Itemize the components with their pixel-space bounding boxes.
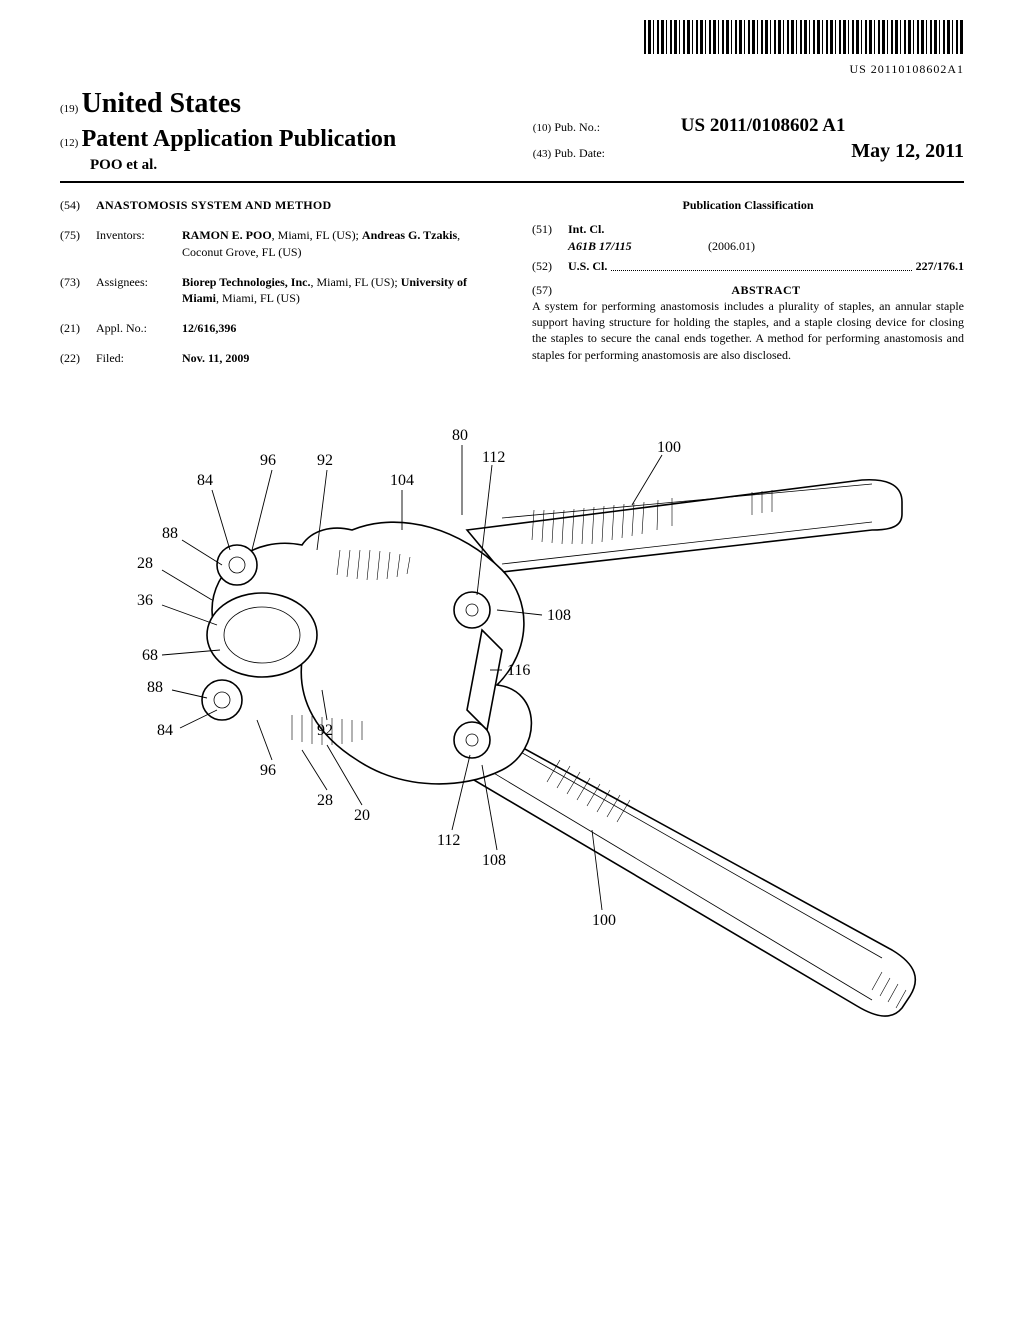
label-appl-no: Appl. No.:	[96, 320, 182, 336]
label-80: 80	[452, 427, 468, 444]
country-name: United States	[82, 88, 241, 119]
inventors-value: RAMON E. POO, Miami, FL (US); Andreas G.…	[182, 227, 492, 259]
label-92a: 92	[317, 452, 333, 469]
pub-no-row: (10) Pub. No.: US 2011/0108602 A1	[533, 113, 964, 139]
classification-heading: Publication Classification	[532, 197, 964, 213]
barcode-block: US 20110108602A1	[60, 20, 964, 77]
us-cl-value: 227/176.1	[916, 258, 964, 274]
int-cl-value-row: A61B 17/115 (2006.01)	[532, 238, 964, 254]
label-100a: 100	[657, 439, 681, 456]
right-column: Publication Classification (51) Int. Cl.…	[512, 197, 964, 380]
invention-title: ANASTOMOSIS SYSTEM AND METHOD	[96, 197, 492, 213]
appl-no-value: 12/616,396	[182, 320, 492, 336]
field-filed: (22) Filed: Nov. 11, 2009	[60, 350, 492, 366]
filed-value: Nov. 11, 2009	[182, 350, 492, 366]
publication-header: (19) United States (12) Patent Applicati…	[60, 85, 964, 183]
abstract-body: A system for performing anastomosis incl…	[532, 298, 964, 363]
label-inventors: Inventors:	[96, 227, 182, 259]
label-assignees: Assignees:	[96, 274, 182, 306]
abstract-head-row: (57) ABSTRACT	[532, 282, 964, 298]
field-int-cl: (51) Int. Cl.	[532, 221, 964, 237]
label-28a: 28	[137, 555, 153, 572]
label-88b: 88	[147, 679, 163, 696]
barcode-number: US 20110108602A1	[60, 61, 964, 77]
label-68: 68	[142, 647, 158, 664]
bibliographic-columns: (54) ANASTOMOSIS SYSTEM AND METHOD (75) …	[60, 197, 964, 380]
field-title: (54) ANASTOMOSIS SYSTEM AND METHOD	[60, 197, 492, 213]
int-cl-class: A61B 17/115	[568, 238, 708, 254]
label-28b: 28	[317, 792, 333, 809]
field-appl-no: (21) Appl. No.: 12/616,396	[60, 320, 492, 336]
field-inventors: (75) Inventors: RAMON E. POO, Miami, FL …	[60, 227, 492, 259]
code-73: (73)	[60, 274, 96, 306]
label-96a: 96	[260, 452, 276, 469]
pub-no-value: US 2011/0108602 A1	[681, 113, 846, 139]
pub-type-row: (12) Patent Application Publication	[60, 123, 513, 155]
label-84a: 84	[197, 472, 213, 489]
code-12: (12)	[60, 137, 78, 149]
label-108b: 108	[482, 852, 506, 869]
pub-date-value: May 12, 2011	[681, 138, 964, 165]
label-100b: 100	[592, 912, 616, 929]
header-left: (19) United States (12) Patent Applicati…	[60, 85, 513, 175]
label-92b: 92	[317, 722, 333, 739]
left-column: (54) ANASTOMOSIS SYSTEM AND METHOD (75) …	[60, 197, 512, 380]
field-assignees: (73) Assignees: Biorep Technologies, Inc…	[60, 274, 492, 306]
country-row: (19) United States	[60, 85, 513, 123]
lower-arm	[457, 720, 915, 1016]
label-filed: Filed:	[96, 350, 182, 366]
label-112a: 112	[482, 449, 505, 466]
label-104: 104	[390, 472, 414, 489]
barcode-graphic	[644, 20, 964, 54]
pub-no-label: (10) Pub. No.:	[533, 118, 681, 136]
publication-type: Patent Application Publication	[82, 126, 397, 152]
code-75: (75)	[60, 227, 96, 259]
authors: POO et al.	[60, 155, 513, 175]
code-54: (54)	[60, 197, 96, 213]
assignees-value: Biorep Technologies, Inc., Miami, FL (US…	[182, 274, 492, 306]
int-cl-year: (2006.01)	[708, 238, 755, 254]
label-112b: 112	[437, 832, 460, 849]
figure-svg: 80 96 92 112 100 84 104 88 28 36 68 88 8…	[102, 410, 922, 1070]
header-right: (10) Pub. No.: US 2011/0108602 A1 (43) P…	[513, 85, 964, 175]
pub-date-label: (43) Pub. Date:	[533, 144, 681, 162]
code-51: (51)	[532, 221, 568, 237]
pub-date-row: (43) Pub. Date: May 12, 2011	[533, 138, 964, 165]
code-57: (57)	[532, 282, 568, 298]
code-22: (22)	[60, 350, 96, 366]
patent-figure: 80 96 92 112 100 84 104 88 28 36 68 88 8…	[60, 410, 964, 1075]
label-88a: 88	[162, 525, 178, 542]
int-cl-label: Int. Cl.	[568, 221, 964, 237]
label-84b: 84	[157, 722, 173, 739]
code-19: (19)	[60, 103, 78, 115]
us-cl-label: U.S. Cl.	[568, 258, 607, 274]
code-52: (52)	[532, 258, 568, 274]
label-36: 36	[137, 592, 153, 609]
abstract-heading: ABSTRACT	[568, 282, 964, 298]
jaw-assembly	[202, 523, 531, 785]
label-96b: 96	[260, 762, 276, 779]
label-108a: 108	[547, 607, 571, 624]
code-21: (21)	[60, 320, 96, 336]
dot-leader	[611, 258, 911, 271]
field-us-cl: (52) U.S. Cl. 227/176.1	[532, 258, 964, 274]
label-20: 20	[354, 807, 370, 824]
label-116: 116	[507, 662, 530, 679]
